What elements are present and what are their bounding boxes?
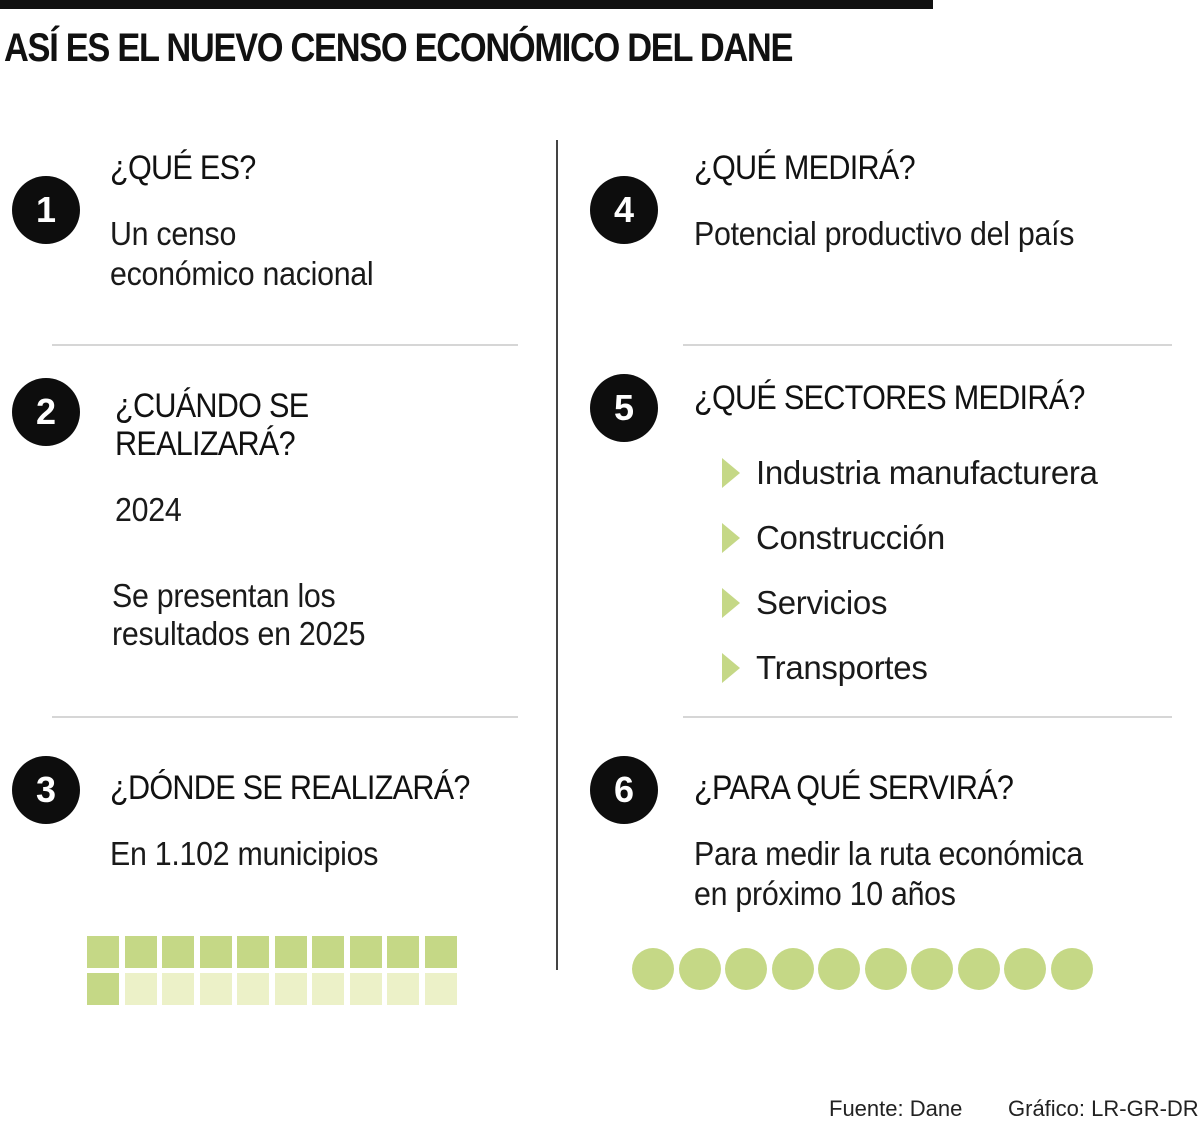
answer-1-line-1: Un censo (110, 215, 237, 252)
grid-cell (87, 936, 119, 968)
triangle-bullet-icon (722, 458, 740, 488)
triangle-bullet-icon (722, 653, 740, 683)
years-dots (632, 948, 1093, 990)
number-badge-4: 4 (590, 176, 658, 244)
sector-label: Transportes (756, 649, 928, 686)
sector-item: Construcción (722, 519, 945, 557)
grid-cell (87, 973, 119, 1005)
grid-cell (124, 973, 157, 1005)
vertical-divider (556, 140, 558, 970)
divider-left-2 (52, 716, 518, 718)
question-4: ¿QUÉ MEDIRÁ? (694, 149, 916, 187)
triangle-bullet-icon (722, 588, 740, 618)
grid-cell (312, 973, 344, 1005)
grid-cell (162, 973, 194, 1005)
year-dot (678, 948, 721, 990)
year-dot (725, 948, 767, 990)
divider-right-2 (683, 716, 1172, 718)
question-3: ¿DÓNDE SE REALIZARÁ? (110, 769, 470, 807)
grid-cell (424, 936, 457, 968)
year-dot (957, 948, 1000, 990)
question-6: ¿PARA QUÉ SERVIRÁ? (694, 769, 1014, 807)
grid-cell (424, 973, 457, 1005)
grid-cell (199, 936, 232, 968)
question-2-line-2: REALIZARÁ? (115, 425, 296, 463)
sector-item: Servicios (722, 584, 887, 622)
answer-6-line-2: en próximo 10 años (694, 875, 956, 912)
sector-item: Transportes (722, 649, 928, 687)
page-title: ASÍ ES EL NUEVO CENSO ECONÓMICO DEL DANE (4, 26, 793, 70)
divider-left-1 (52, 344, 518, 346)
year-dot (911, 948, 953, 990)
year-dot (1050, 948, 1093, 990)
grid-cell (387, 936, 419, 968)
number-badge-2: 2 (12, 378, 80, 446)
grid-cell (162, 936, 194, 968)
question-1: ¿QUÉ ES? (110, 149, 256, 187)
answer-1-line-2: económico nacional (110, 255, 374, 292)
graphic-credit: Gráfico: LR-GR-DR (1008, 1096, 1199, 1121)
answer-2-note-line-2: resultados en 2025 (112, 615, 366, 652)
triangle-bullet-icon (722, 523, 740, 553)
municipios-grid (87, 936, 457, 1005)
grid-cell (124, 936, 157, 968)
grid-cell (349, 973, 382, 1005)
number-badge-5: 5 (590, 374, 658, 442)
grid-cell (349, 936, 382, 968)
number-badge-6: 6 (590, 756, 658, 824)
year-dot (771, 948, 814, 990)
grid-cell (199, 973, 232, 1005)
number-badge-1: 1 (12, 176, 80, 244)
grid-cell (237, 973, 269, 1005)
sector-label: Industria manufacturera (756, 454, 1098, 491)
sector-item: Industria manufacturera (722, 454, 1098, 492)
sector-label: Construcción (756, 519, 945, 556)
year-dot (864, 948, 907, 990)
answer-4: Potencial productivo del país (694, 215, 1075, 252)
grid-cell (274, 936, 307, 968)
answer-2-year: 2024 (115, 491, 182, 528)
grid-cell (387, 973, 419, 1005)
question-2-line-1: ¿CUÁNDO SE (115, 387, 309, 425)
divider-right-1 (683, 344, 1172, 346)
year-dot (632, 948, 674, 990)
number-badge-3: 3 (12, 756, 80, 824)
grid-cell (312, 936, 344, 968)
answer-2-note-line-1: Se presentan los (112, 577, 336, 614)
top-bar (0, 0, 933, 9)
grid-cell (237, 936, 269, 968)
answer-6-line-1: Para medir la ruta económica (694, 835, 1083, 872)
grid-cell (274, 973, 307, 1005)
year-dot (818, 948, 860, 990)
sector-label: Servicios (756, 584, 888, 621)
question-5: ¿QUÉ SECTORES MEDIRÁ? (694, 379, 1085, 417)
answer-3: En 1.102 municipios (110, 835, 379, 872)
source-credit: Fuente: Dane (829, 1096, 963, 1121)
year-dot (1004, 948, 1046, 990)
